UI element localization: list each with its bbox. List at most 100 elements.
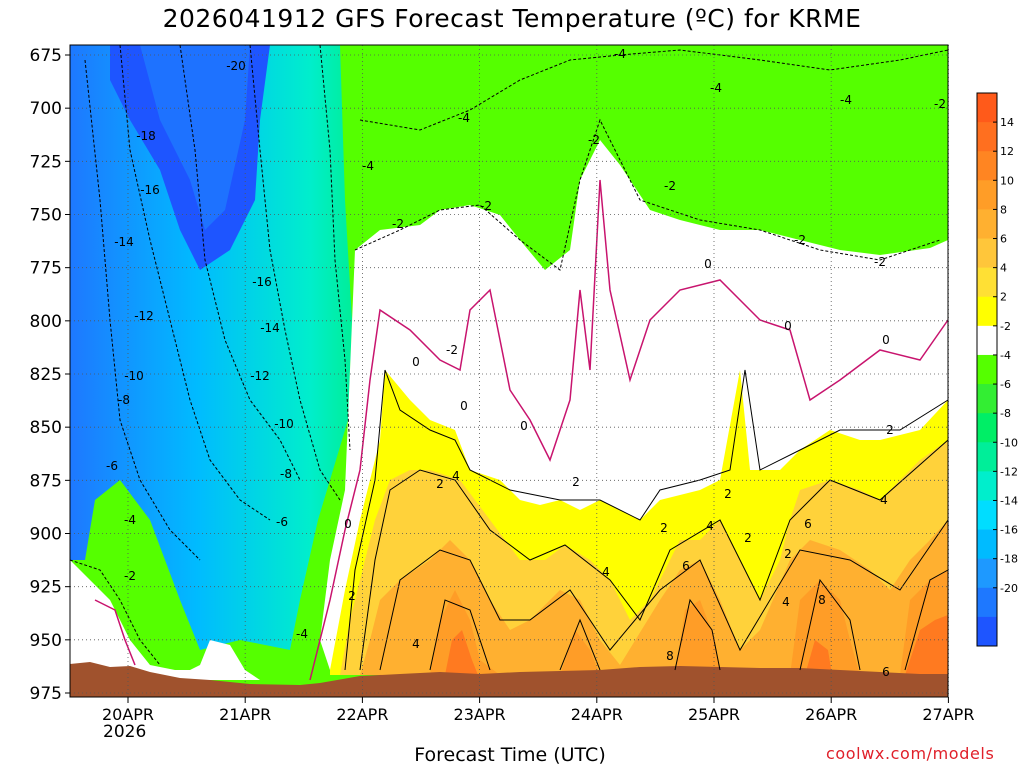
y-tick-label: 900 xyxy=(30,525,62,545)
contour-line xyxy=(69,559,161,666)
colorbar-band xyxy=(977,209,997,240)
colorbar-band xyxy=(977,93,997,123)
colorbar-band xyxy=(977,384,997,414)
colorbar-label: -12 xyxy=(1000,465,1018,478)
contour-label: -18 xyxy=(136,129,156,143)
zero-isotherm xyxy=(94,599,136,666)
x-tick-label: 23APR xyxy=(454,705,506,724)
contour-label: -4 xyxy=(840,93,852,107)
colorbar-band xyxy=(977,180,997,210)
colorbar-band xyxy=(977,442,997,472)
x-tick-label: 25APR xyxy=(688,705,740,724)
contour-label: -8 xyxy=(280,467,292,481)
y-tick-label: 825 xyxy=(30,365,62,385)
colorbar-label: -4 xyxy=(1000,349,1011,362)
contour-label: 0 xyxy=(344,517,352,531)
contour-line xyxy=(319,44,351,451)
colorbar-band xyxy=(977,151,997,181)
contour-label: 2 xyxy=(436,477,444,491)
contour-label: -10 xyxy=(124,369,144,383)
colorbar-label: -8 xyxy=(1000,407,1011,420)
colorbar-label: -20 xyxy=(1000,582,1018,595)
contour-label: 0 xyxy=(784,319,792,333)
colorbar-label: -10 xyxy=(1000,436,1018,449)
contour-line xyxy=(354,118,941,271)
contour-label: 2 xyxy=(724,487,732,501)
colorbar-label: -14 xyxy=(1000,494,1018,507)
contour-label: -4 xyxy=(710,81,722,95)
colorbar-label: -2 xyxy=(1000,320,1011,333)
contour-label: -2 xyxy=(874,255,886,269)
x-tick-label: 26APR xyxy=(805,705,857,724)
contour-label: -4 xyxy=(614,47,626,61)
contour-label: 4 xyxy=(782,595,790,609)
contour-label: -8 xyxy=(118,393,130,407)
contour-label: 0 xyxy=(882,333,890,347)
terrain xyxy=(70,662,948,697)
y-tick-label: 850 xyxy=(30,418,62,438)
contour-label: -4 xyxy=(458,111,470,125)
colorbar-band xyxy=(977,471,997,501)
colorbar: 14 12 10 8 6 4 2 -2 -4 -6 -8 -10 -12 -14 -16 -18 -20 xyxy=(976,92,1018,647)
contour-label: -6 xyxy=(106,459,118,473)
y-tick-label: 725 xyxy=(30,152,62,172)
colorbar-label: 12 xyxy=(1000,145,1014,158)
contour-label: -4 xyxy=(124,513,136,527)
colorbar-band xyxy=(977,529,997,560)
contour-label: -4 xyxy=(296,627,308,641)
contour-label: -2 xyxy=(794,233,806,247)
contour-label: 2 xyxy=(572,475,580,489)
y-tick-label: 875 xyxy=(30,471,62,491)
colorbar-label: 14 xyxy=(1000,116,1014,129)
colorbar-band xyxy=(977,325,997,356)
x-axis: 20APR 21APR 22APR 23APR 24APR 25APR 26APR 27APR xyxy=(102,697,974,724)
y-tick-label: 675 xyxy=(30,46,62,66)
contour-label: -2 xyxy=(124,569,136,583)
contour-label: -16 xyxy=(140,183,160,197)
y-tick-label: 800 xyxy=(30,312,62,332)
field-lower-left-white xyxy=(70,560,260,680)
contour-label: 2 xyxy=(886,423,894,437)
contour-label: 0 xyxy=(520,419,528,433)
y-tick-label: 950 xyxy=(30,631,62,651)
x-tick-label: 20APR xyxy=(102,705,154,724)
contour-line xyxy=(344,369,949,671)
contour-label: 4 xyxy=(412,637,420,651)
colorbar-band xyxy=(977,558,997,589)
y-tick-label: 700 xyxy=(30,99,62,119)
contour-line xyxy=(359,49,949,131)
contour-label: 8 xyxy=(818,593,826,607)
contour-line xyxy=(559,598,721,671)
contour-label: -2 xyxy=(664,179,676,193)
field-cold-core-2 xyxy=(140,45,250,230)
contour-label: 4 xyxy=(602,565,610,579)
source-credit: coolwx.com/models xyxy=(826,744,995,763)
colorbar-band xyxy=(977,296,997,327)
contour-label: -10 xyxy=(274,417,294,431)
contour-label: -12 xyxy=(134,309,154,323)
colorbar-label: -16 xyxy=(1000,524,1018,537)
x-tick-label: 24APR xyxy=(571,705,623,724)
contour-label: 6 xyxy=(682,559,690,573)
contour-label: 0 xyxy=(412,355,420,369)
contour-label: 6 xyxy=(882,665,890,679)
plot-frame xyxy=(69,44,949,698)
contour-line xyxy=(249,44,341,501)
contour-label: 4 xyxy=(880,493,888,507)
y-tick-label: 975 xyxy=(30,684,62,704)
temperature-field xyxy=(70,45,948,697)
colorbar-label: 4 xyxy=(1000,262,1007,275)
x-axis-title: Forecast Time (UTC) xyxy=(414,744,606,766)
zero-isotherm xyxy=(309,179,949,681)
contour-lines xyxy=(69,44,949,681)
y-tick-label: 775 xyxy=(30,259,62,279)
contour-label: -14 xyxy=(114,235,134,249)
colorbar-band xyxy=(977,267,997,298)
contour-label: 4 xyxy=(706,519,714,533)
contour-label: 2 xyxy=(348,589,356,603)
colorbar-band xyxy=(977,616,997,647)
x-tick-label: 21APR xyxy=(219,705,271,724)
contour-label: 6 xyxy=(804,517,812,531)
colorbar-frame xyxy=(976,92,998,647)
